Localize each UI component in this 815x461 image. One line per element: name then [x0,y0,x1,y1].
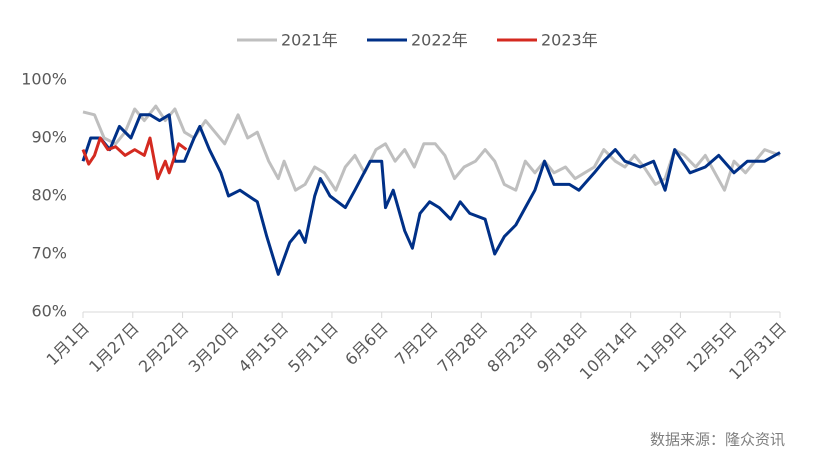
source-note: 数据来源：隆众资讯 [650,431,785,449]
series-line [82,104,781,192]
y-tick-label: 100% [21,70,67,89]
y-tick-label: 90% [31,128,67,147]
y-tick-label: 60% [31,302,67,321]
legend-label: 2021年 [281,31,338,50]
legend-label: 2023年 [541,31,598,50]
x-tick-label: 1月27日 [85,319,143,377]
x-tick-label: 8月23日 [483,319,541,377]
series-line [81,113,781,276]
x-tick-label: 11月9日 [633,319,691,377]
x-tick-label: 2月22日 [135,319,193,377]
x-tick-label: 7月28日 [434,319,492,377]
y-tick-label: 80% [31,186,67,205]
x-tick-label: 5月11日 [284,319,342,377]
y-tick-label: 70% [31,244,67,263]
x-tick-label: 6月6日 [341,319,391,369]
series-line [81,136,188,181]
x-tick-label: 4月15日 [234,319,292,377]
legend-label: 2022年 [411,31,468,50]
x-tick-label: 3月20日 [185,319,243,377]
